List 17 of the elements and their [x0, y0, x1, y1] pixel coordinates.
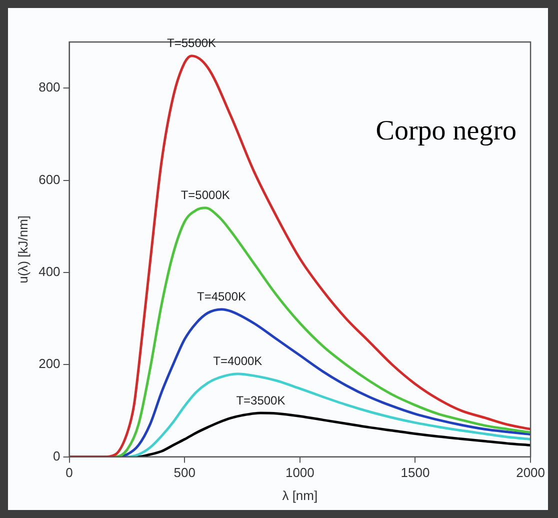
x-tick-label: 500 — [174, 465, 196, 480]
y-tick-label: 200 — [38, 356, 60, 372]
series-label: T=5000K — [180, 188, 230, 202]
x-tick-label: 2000 — [516, 465, 545, 480]
y-tick-label: 800 — [38, 80, 60, 95]
x-axis-title: λ [nm] — [282, 488, 318, 503]
y-axis-title: u(λ) [kJ/nm] — [15, 215, 30, 284]
x-tick-label: 1000 — [285, 465, 314, 480]
y-tick-label: 600 — [38, 172, 60, 187]
series-label: T=4000K — [213, 354, 262, 368]
x-tick-label: 0 — [66, 465, 73, 480]
series-label: T=4500K — [196, 290, 246, 304]
y-tick-label: 0 — [53, 448, 60, 464]
series-label: T=3500K — [236, 393, 286, 408]
y-tick-label: 400 — [38, 264, 60, 280]
annotation: Corpo negro — [376, 115, 517, 146]
x-tick-label: 1500 — [400, 465, 430, 480]
